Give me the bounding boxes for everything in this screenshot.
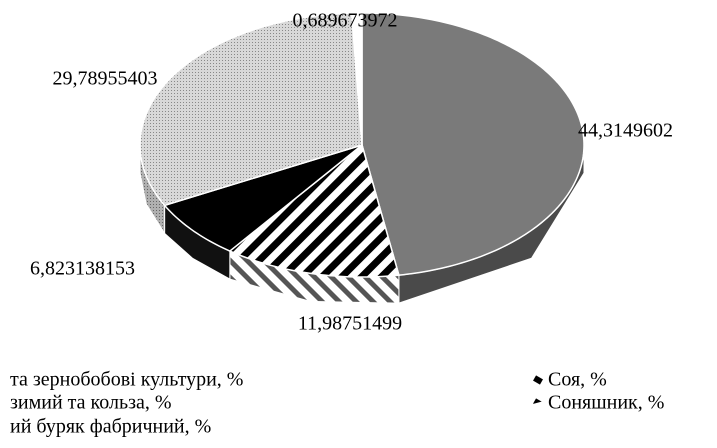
data-label: 44,3149602 bbox=[578, 120, 673, 142]
legend-label: ий буряк фабричний, % bbox=[10, 416, 211, 438]
slice bbox=[228, 143, 400, 278]
slice bbox=[361, 12, 585, 276]
slice bbox=[350, 12, 363, 146]
slice bbox=[163, 144, 363, 252]
data-label: 6,823138153 bbox=[30, 258, 135, 280]
legend-label: зимий та кольза, % bbox=[10, 392, 172, 414]
data-label: 0,689673972 bbox=[293, 10, 398, 32]
legend-label: Соя, % bbox=[548, 369, 607, 391]
data-label: 11,98751499 bbox=[298, 313, 402, 335]
slice bbox=[139, 12, 363, 207]
legend-label: Соняшник, % bbox=[548, 392, 664, 414]
legend-marker bbox=[533, 375, 543, 385]
legend-label: та зернобобові культури, % bbox=[10, 369, 243, 391]
legend-marker bbox=[533, 398, 543, 408]
data-label: 29,78955403 bbox=[53, 68, 158, 90]
